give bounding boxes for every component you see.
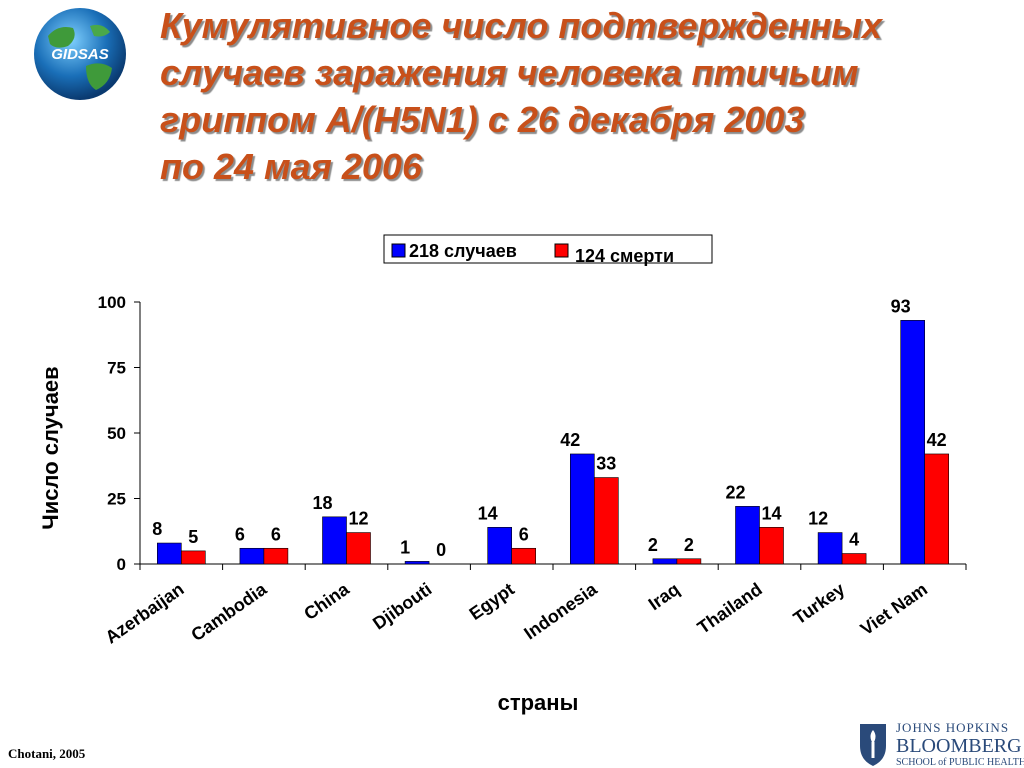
- gidsas-logo-text: GIDSAS: [51, 46, 109, 63]
- x-category-label: Iraq: [645, 579, 684, 614]
- x-category-label: Indonesia: [520, 578, 601, 643]
- x-category-label: Thailand: [694, 579, 766, 638]
- data-label-cases: 93: [891, 296, 911, 316]
- jhu-line-3: SCHOOL of PUBLIC HEALTH: [896, 757, 1024, 768]
- bar-cases: [817, 532, 843, 565]
- legend-box: [383, 234, 713, 264]
- data-label-deaths: 5: [188, 527, 198, 547]
- data-label-deaths: 6: [271, 524, 281, 544]
- legend-label-cases: 218 случаев: [409, 241, 517, 261]
- data-label-deaths: 6: [519, 524, 529, 544]
- legend-swatch-deaths: [554, 243, 569, 258]
- y-tick-label: 75: [107, 359, 126, 378]
- data-label-cases: 22: [725, 482, 745, 502]
- data-label-cases: 6: [235, 524, 245, 544]
- data-label-deaths: 12: [348, 509, 368, 529]
- jhu-line-2: BLOOMBERG: [896, 735, 1022, 757]
- y-tick-label: 100: [98, 293, 126, 312]
- bar-deaths: [924, 453, 950, 565]
- gidsas-globe-logo: GIDSAS: [34, 8, 126, 100]
- legend-swatch-cases: [391, 243, 406, 258]
- data-label-cases: 1: [400, 537, 410, 557]
- bar-deaths: [346, 532, 371, 565]
- bar-cases: [900, 320, 926, 565]
- bar-cases: [239, 547, 265, 565]
- jhu-line-1: JOHNS HOPKINS: [896, 720, 1009, 735]
- x-category-label: Djibouti: [369, 579, 435, 634]
- x-category-label: Viet Nam: [857, 579, 931, 639]
- bar-cases: [735, 506, 760, 565]
- y-tick-label: 50: [107, 424, 126, 443]
- page-title: Кумулятивное число подтвержденных случае…: [160, 2, 1000, 190]
- johns-hopkins-bloomberg-logo: JOHNS HOPKINS BLOOMBERG SCHOOL of PUBLIC…: [860, 720, 1024, 768]
- data-label-deaths: 14: [761, 503, 781, 523]
- x-category-label: Egypt: [466, 579, 518, 624]
- title-line-3: гриппом A/(H5N1) с 26 декабря 2003: [160, 99, 805, 140]
- data-label-cases: 42: [560, 430, 580, 450]
- bar-cases: [487, 527, 513, 565]
- bar-cases: [157, 542, 182, 565]
- data-label-cases: 12: [808, 509, 828, 529]
- bar-deaths: [593, 477, 619, 565]
- bar-cases: [404, 561, 430, 565]
- data-label-cases: 18: [312, 493, 332, 513]
- bar-deaths: [511, 547, 537, 565]
- data-label-cases: 8: [152, 519, 162, 539]
- x-category-label: China: [300, 578, 353, 624]
- data-label-deaths: 4: [849, 530, 859, 550]
- chart-bars: [157, 320, 950, 565]
- chart-legend: 218 случаев 124 смерти: [383, 234, 713, 266]
- x-category-label: Azerbaijan: [102, 579, 188, 648]
- title-line-1: Кумулятивное число подтвержденных: [160, 5, 883, 46]
- bar-cases: [322, 516, 347, 565]
- legend-label-deaths: 124 смерти: [575, 246, 674, 266]
- x-axis-title: страны: [498, 690, 579, 715]
- y-axis-title: Число случаев: [38, 366, 63, 529]
- title-line-4: по 24 мая 2006: [160, 146, 422, 187]
- data-label-cases: 2: [648, 535, 658, 555]
- x-category-label: Turkey: [790, 579, 849, 628]
- bar-deaths: [759, 527, 784, 565]
- data-label-deaths: 33: [596, 454, 616, 474]
- bar-deaths: [263, 547, 289, 565]
- bar-deaths: [841, 553, 867, 565]
- title-line-2: случаев заражения человека птичьим: [160, 52, 859, 93]
- bar-cases: [652, 558, 678, 565]
- bar-cases: [569, 453, 595, 565]
- data-label-cases: 14: [478, 503, 498, 523]
- x-category-label: Cambodia: [187, 578, 271, 645]
- y-tick-label: 25: [107, 490, 126, 509]
- bar-deaths: [676, 558, 702, 565]
- data-label-deaths: 42: [927, 430, 947, 450]
- bar-deaths: [181, 550, 206, 565]
- credit-text: Chotani, 2005: [8, 746, 86, 761]
- y-tick-label: 0: [117, 555, 126, 574]
- data-label-deaths: 2: [684, 535, 694, 555]
- data-label-deaths: 0: [436, 540, 446, 560]
